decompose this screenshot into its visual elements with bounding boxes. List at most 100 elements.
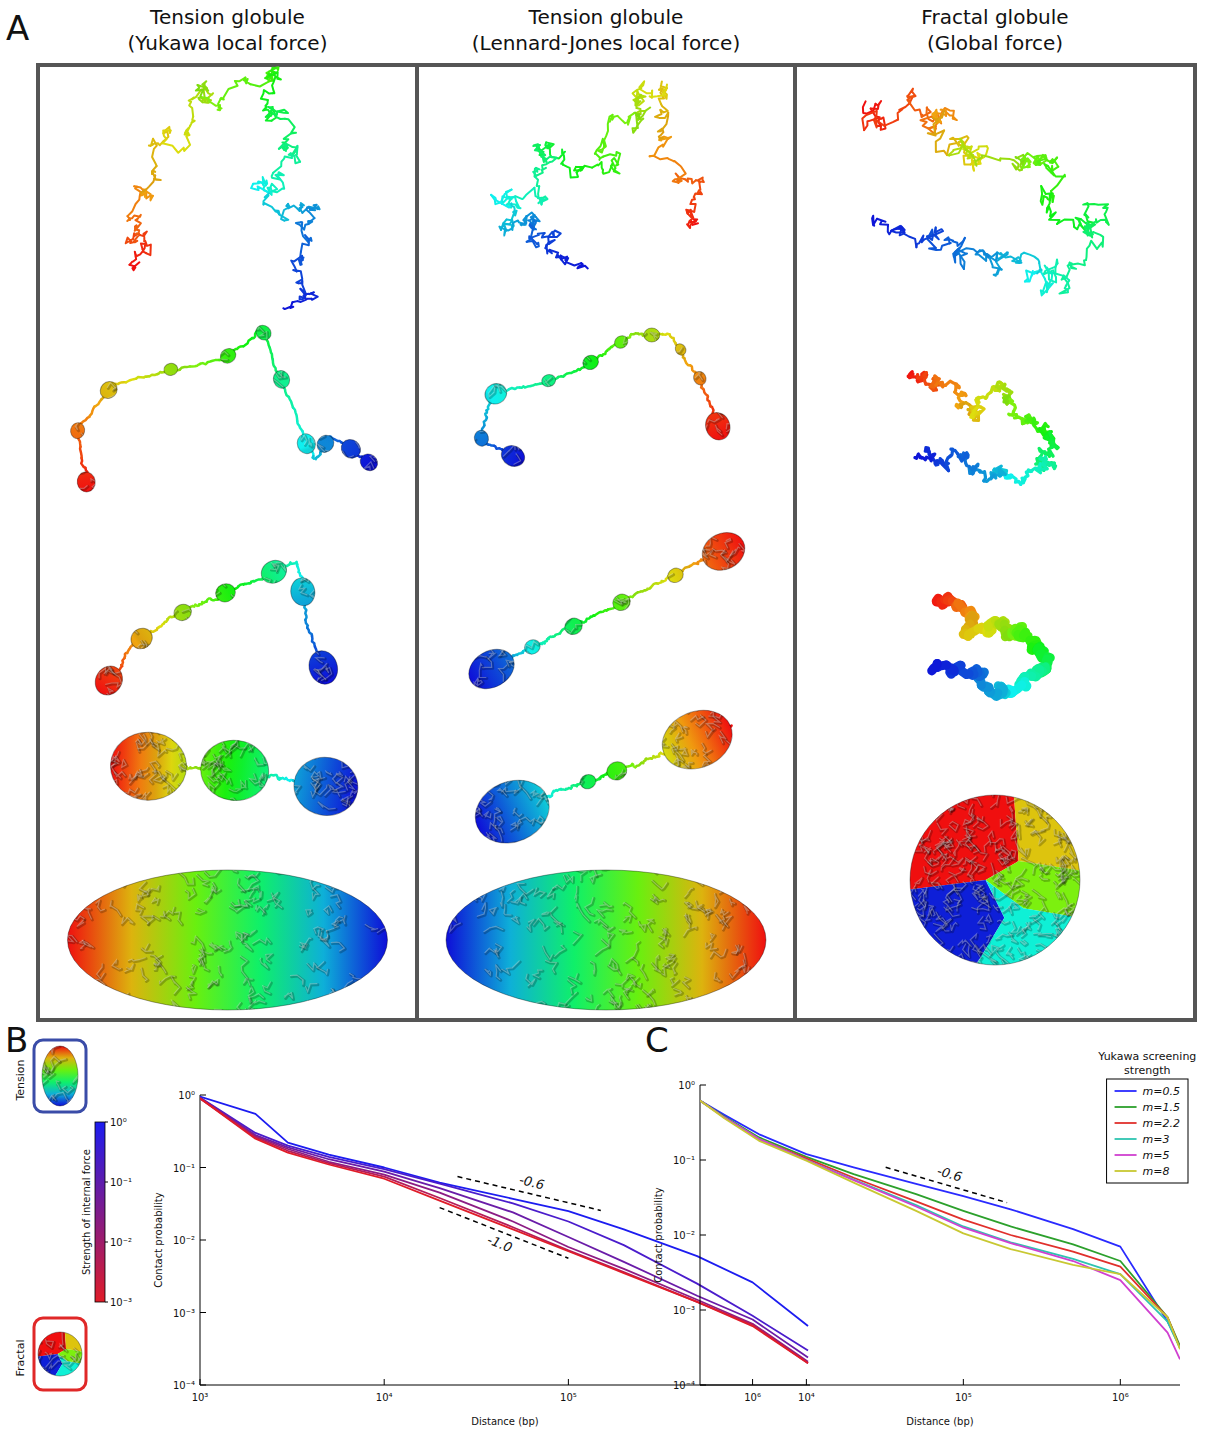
texture-highlight bbox=[171, 854, 179, 861]
texture-stroke bbox=[76, 913, 85, 921]
texture-highlight bbox=[351, 988, 364, 997]
texture-highlight bbox=[248, 799, 254, 812]
texture-stroke bbox=[344, 1036, 354, 1042]
texture-stroke bbox=[322, 808, 339, 818]
chain-segment bbox=[300, 205, 303, 213]
texture-highlight bbox=[717, 410, 723, 412]
texture-highlight bbox=[316, 1087, 325, 1093]
texture-stroke bbox=[727, 424, 735, 432]
globule-texture bbox=[578, 339, 590, 364]
texture-highlight bbox=[101, 1098, 111, 1111]
texture-highlight bbox=[75, 420, 84, 430]
texture-stroke bbox=[282, 868, 296, 872]
texture-highlight bbox=[324, 1013, 330, 1031]
chain-segment bbox=[190, 117, 195, 126]
globule-texture bbox=[133, 620, 158, 657]
texture-highlight bbox=[244, 803, 248, 812]
globule-texture bbox=[252, 326, 268, 344]
texture-stroke bbox=[313, 890, 319, 900]
texture-stroke bbox=[199, 751, 209, 757]
texture-highlight bbox=[741, 881, 750, 891]
texture-highlight bbox=[547, 774, 553, 791]
globule bbox=[665, 566, 686, 586]
chain-segment bbox=[185, 126, 191, 135]
texture-highlight bbox=[104, 669, 121, 684]
globule-texture bbox=[695, 368, 703, 381]
texture-stroke bbox=[302, 939, 312, 952]
texture-stroke bbox=[350, 996, 356, 1002]
texture-highlight bbox=[692, 779, 702, 789]
texture-highlight bbox=[735, 846, 747, 849]
column-subtitle: (Global force) bbox=[927, 31, 1063, 55]
texture-highlight bbox=[171, 977, 179, 994]
texture-stroke bbox=[277, 866, 286, 874]
texture-stroke bbox=[490, 387, 496, 398]
texture-stroke bbox=[266, 1039, 276, 1050]
texture-highlight bbox=[321, 1096, 333, 1102]
texture-highlight bbox=[660, 559, 680, 568]
texture-stroke bbox=[317, 646, 329, 655]
texture-highlight bbox=[325, 887, 337, 892]
texture-stroke bbox=[672, 349, 684, 358]
texture-stroke bbox=[359, 828, 365, 834]
texture-highlight bbox=[280, 814, 288, 822]
texture-stroke bbox=[311, 591, 318, 601]
texture-stroke bbox=[579, 340, 590, 361]
texture-stroke bbox=[175, 792, 181, 799]
texture-highlight bbox=[622, 599, 629, 610]
texture-highlight bbox=[222, 1034, 230, 1042]
texture-highlight bbox=[229, 789, 240, 792]
texture-highlight bbox=[329, 989, 334, 1001]
texture-highlight bbox=[179, 767, 196, 772]
texture-stroke bbox=[152, 956, 162, 967]
texture-stroke bbox=[692, 751, 698, 756]
texture-highlight bbox=[573, 931, 581, 943]
texture-stroke bbox=[450, 1008, 457, 1017]
texture-stroke bbox=[162, 849, 172, 856]
texture-highlight bbox=[361, 885, 371, 892]
texture-stroke bbox=[109, 689, 114, 694]
texture-stroke bbox=[134, 621, 144, 634]
texture-highlight bbox=[514, 780, 521, 794]
texture-stroke bbox=[173, 1059, 179, 1065]
texture-highlight bbox=[144, 1087, 151, 1094]
texture-stroke bbox=[330, 990, 335, 1002]
texture-stroke bbox=[198, 876, 210, 887]
texture-highlight bbox=[471, 416, 483, 432]
texture-highlight bbox=[253, 819, 262, 823]
texture-stroke bbox=[675, 722, 684, 733]
texture-highlight bbox=[640, 1080, 654, 1096]
texture-stroke bbox=[644, 859, 657, 865]
texture-stroke bbox=[489, 648, 496, 660]
texture-highlight bbox=[324, 906, 332, 914]
texture-highlight bbox=[370, 1073, 383, 1080]
texture-stroke bbox=[344, 873, 349, 885]
texture-stroke bbox=[153, 1023, 167, 1028]
texture-highlight bbox=[318, 432, 324, 438]
texture-highlight bbox=[484, 812, 491, 818]
texture-stroke bbox=[207, 1012, 217, 1029]
texture-stroke bbox=[342, 1077, 354, 1092]
texture-stroke bbox=[324, 1040, 338, 1051]
texture-highlight bbox=[708, 419, 720, 423]
column-divider bbox=[415, 65, 419, 1020]
texture-stroke bbox=[672, 709, 682, 717]
texture-highlight bbox=[534, 888, 545, 897]
texture-stroke bbox=[382, 844, 392, 857]
globule-texture bbox=[489, 370, 508, 397]
texture-highlight bbox=[173, 1075, 180, 1088]
globule bbox=[290, 753, 363, 821]
texture-highlight bbox=[361, 869, 371, 885]
texture-stroke bbox=[302, 573, 312, 582]
texture-highlight bbox=[540, 838, 562, 840]
texture-highlight bbox=[103, 1086, 109, 1097]
texture-highlight bbox=[251, 818, 260, 832]
texture-stroke bbox=[209, 981, 219, 989]
texture-stroke bbox=[294, 859, 300, 865]
texture-highlight bbox=[253, 938, 270, 943]
texture-highlight bbox=[191, 936, 204, 949]
texture-stroke bbox=[270, 1045, 276, 1053]
texture-stroke bbox=[472, 417, 484, 433]
globule-texture bbox=[703, 409, 735, 440]
texture-highlight bbox=[198, 750, 208, 756]
